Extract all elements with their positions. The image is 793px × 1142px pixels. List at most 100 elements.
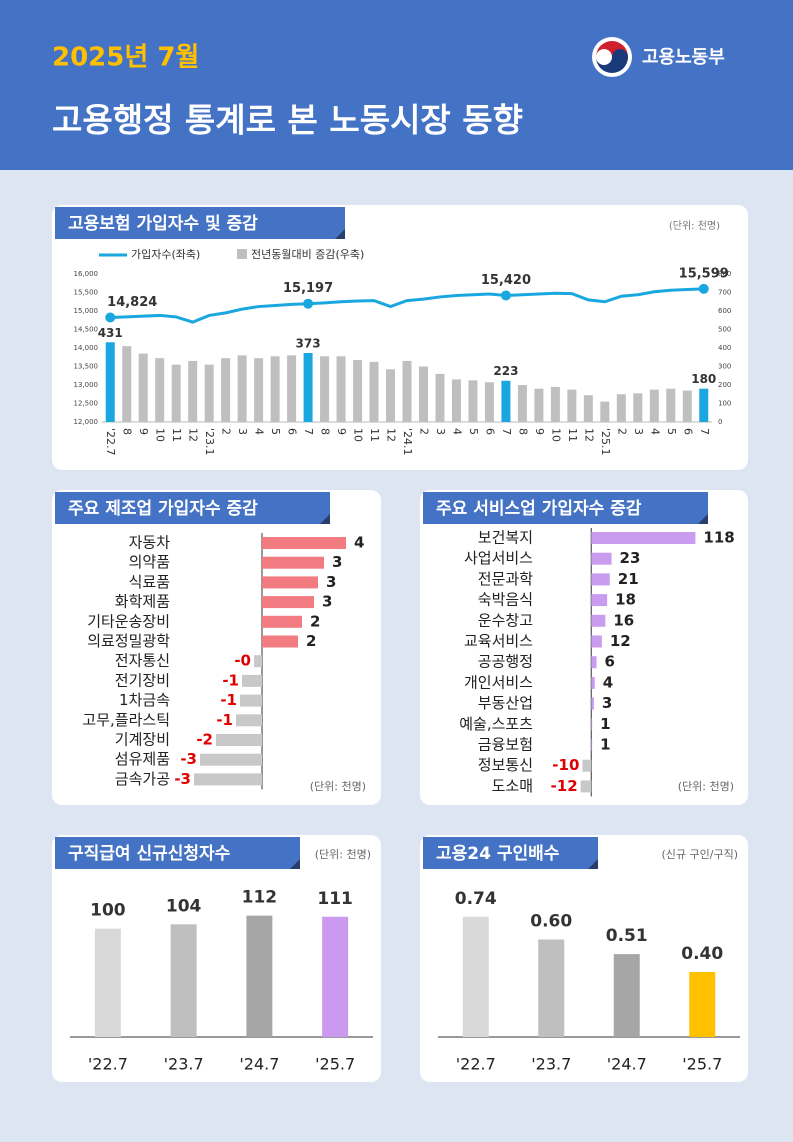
bar: [170, 924, 197, 1037]
x-tick-label: 12: [187, 428, 200, 442]
y2-tick-label: 500: [718, 326, 731, 334]
x-tick-label: 5: [269, 428, 282, 435]
y2-tick-label: 200: [718, 381, 731, 389]
category-label: 교육서비스: [464, 632, 533, 650]
bar: [600, 401, 610, 422]
x-tick-label: 9: [533, 428, 546, 435]
bar: [221, 358, 231, 422]
category-label: 식료품: [129, 573, 170, 591]
x-tick-label: 5: [665, 428, 678, 435]
bar-value-label: 6: [605, 653, 615, 671]
x-tick-label: '24.7: [607, 1055, 647, 1074]
bar: [435, 373, 445, 422]
card: [420, 490, 748, 805]
y-tick-label: 16,000: [74, 270, 99, 278]
bar: [451, 379, 461, 422]
x-tick-label: 2: [220, 428, 233, 435]
bar: [591, 718, 593, 731]
card-title-tab: [55, 492, 330, 524]
bar-value-label: 12: [610, 632, 631, 650]
category-label: 의약품: [129, 553, 170, 571]
bar: [418, 366, 428, 422]
bar-value-label: 104: [166, 896, 202, 916]
bar: [270, 356, 280, 422]
x-tick-label: 7: [302, 428, 315, 435]
x-tick-label: '22.7: [456, 1055, 496, 1074]
bar: [320, 356, 330, 422]
x-tick-label: 2: [615, 428, 628, 435]
x-tick-label: 3: [236, 428, 249, 435]
x-tick-label: 4: [450, 428, 463, 435]
line-marker: [105, 312, 116, 323]
bar: [591, 656, 597, 669]
x-tick-label: 6: [483, 428, 496, 435]
y2-tick-label: 100: [718, 400, 731, 408]
x-tick-label: '25.7: [682, 1055, 722, 1074]
x-tick-label: 7: [698, 428, 711, 435]
bar: [194, 773, 262, 786]
card-title: 고용보험 가입자수 및 증감: [68, 213, 258, 234]
bar: [583, 395, 593, 422]
bar: [580, 780, 592, 793]
bar: [538, 939, 565, 1037]
unit-label: (단위: 천명): [310, 779, 366, 793]
line: [110, 287, 704, 324]
bar: [501, 380, 511, 422]
legend-label: 전년동월대비 증감(우축): [251, 248, 364, 261]
card-title: 주요 제조업 가입자수 증감: [68, 499, 258, 519]
line-marker: [500, 290, 511, 301]
bar: [386, 369, 396, 422]
y-tick-label: 15,500: [74, 289, 99, 297]
category-label: 자동차: [129, 534, 171, 552]
x-tick-label: 8: [319, 428, 332, 435]
bar: [682, 390, 692, 422]
header-date: 2025년 7월: [52, 43, 199, 73]
category-label: 기계장비: [115, 731, 170, 749]
y2-tick-label: 300: [718, 363, 731, 371]
y-tick-label: 14,500: [74, 326, 99, 334]
category-label: 정보통신: [478, 756, 533, 774]
category-label: 운수창고: [478, 611, 533, 629]
bar-value-label: 180: [691, 372, 716, 386]
card: [52, 490, 381, 805]
card-title: 구직급여 신규신청자수: [68, 843, 231, 864]
bar-value-label: 2: [306, 632, 316, 650]
unit-label: (단위: 천명): [315, 847, 371, 861]
bar-value-label: 23: [620, 549, 641, 567]
category-label: 예술,스포츠: [459, 715, 533, 733]
bar: [262, 596, 314, 609]
bar: [517, 385, 527, 422]
bar: [262, 556, 324, 569]
line-value-label: 15,420: [481, 273, 531, 288]
bar: [591, 676, 595, 689]
x-tick-label: 7: [500, 428, 513, 435]
bar-value-label: 1: [600, 715, 610, 733]
ministry-name: 고용노동부: [642, 47, 725, 68]
category-label: 의료정밀광학: [87, 632, 170, 650]
tab-corner: [335, 229, 345, 239]
bar: [262, 576, 318, 589]
bar: [336, 356, 346, 422]
bar-value-label: 0.60: [530, 912, 572, 932]
y-tick-label: 14,000: [74, 344, 99, 352]
category-label: 금속가공: [115, 770, 170, 788]
unit-label: (단위: 천명): [669, 219, 720, 232]
bar-value-label: 3: [602, 694, 612, 712]
bar: [262, 615, 302, 628]
bar-value-label: 4: [354, 534, 364, 552]
bar: [550, 386, 560, 422]
y-tick-label: 15,000: [74, 307, 99, 315]
x-tick-label: '24.1: [401, 428, 414, 456]
y-tick-label: 12,500: [74, 400, 99, 408]
bar: [591, 614, 606, 627]
x-tick-label: '23.7: [164, 1055, 204, 1074]
bar-value-label: -12: [551, 777, 578, 795]
line-value-label: 14,824: [107, 295, 157, 310]
x-tick-label: '23.7: [531, 1055, 571, 1074]
bar: [689, 972, 716, 1037]
bar: [240, 694, 262, 707]
card-title-tab: [423, 837, 598, 869]
bar: [591, 552, 612, 565]
bar-value-label: 21: [618, 570, 639, 588]
